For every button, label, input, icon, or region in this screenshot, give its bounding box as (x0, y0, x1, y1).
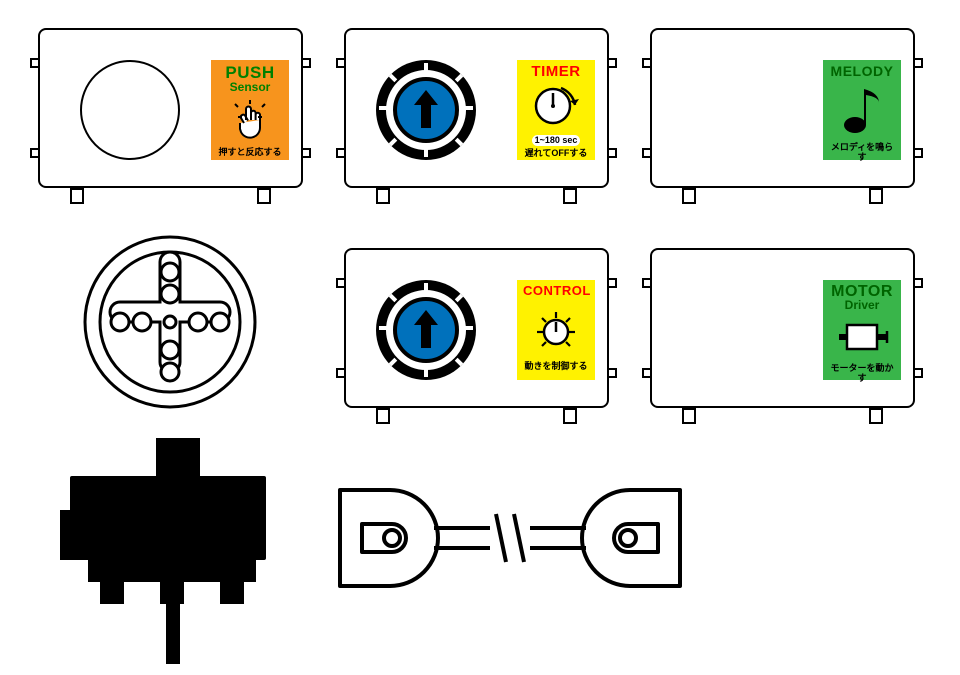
connector (303, 148, 311, 158)
connector (336, 148, 344, 158)
melody-jp: メロディを鳴らす (829, 143, 895, 162)
control-jp: 動きを制御する (523, 362, 589, 371)
bottom-tab (257, 188, 271, 204)
push-label-box: PUSH Sensor 押すと反応する (211, 60, 289, 160)
melody-title: MELODY (829, 64, 895, 79)
module-motor: MOTOR Driver モーターを動かす (650, 248, 915, 408)
hand-icon (230, 97, 270, 141)
bottom-tab (563, 408, 577, 424)
push-button (80, 60, 180, 160)
bottom-tab (869, 188, 883, 204)
connector (642, 278, 650, 288)
knob-icon (528, 300, 584, 356)
connector (915, 148, 923, 158)
connector (642, 148, 650, 158)
bottom-tab (70, 188, 84, 204)
control-title: CONTROL (523, 284, 589, 298)
motor-label-box: MOTOR Driver モーターを動かす (823, 280, 901, 380)
dial (376, 280, 476, 380)
push-jp: 押すと反応する (217, 148, 283, 157)
clock-icon (533, 82, 579, 126)
connector (915, 368, 923, 378)
arrow-up-icon (411, 88, 441, 132)
timer-label-box: TIMER 1~180 sec 遅れてOFFする (517, 60, 595, 160)
switch-component (60, 438, 294, 670)
module-melody: MELODY メロディを鳴らす (650, 28, 915, 188)
connector (609, 58, 617, 68)
bottom-tab (563, 188, 577, 204)
connector (642, 58, 650, 68)
dial (376, 60, 476, 160)
timer-title: TIMER (523, 64, 589, 80)
control-label-box: CONTROL 動きを制御する (517, 280, 595, 380)
connector (336, 368, 344, 378)
module-control: CONTROL 動きを制御する (344, 248, 609, 408)
connector (336, 278, 344, 288)
connector (609, 368, 617, 378)
melody-label-box: MELODY メロディを鳴らす (823, 60, 901, 160)
bottom-tab (682, 188, 696, 204)
connector (609, 148, 617, 158)
connector (915, 278, 923, 288)
music-note-icon (839, 83, 885, 137)
module-push-sensor: PUSH Sensor 押すと反応する (38, 28, 303, 188)
timer-jp: 遅れてOFFする (523, 149, 589, 158)
bottom-tab (682, 408, 696, 424)
push-sub: Sensor (217, 81, 283, 94)
connector (303, 58, 311, 68)
connector (609, 278, 617, 288)
connector-cable (330, 478, 690, 608)
connector (30, 148, 38, 158)
arrow-up-icon (411, 308, 441, 352)
module-timer: TIMER 1~180 sec 遅れてOFFする (344, 28, 609, 188)
motor-jp: モーターを動かす (829, 364, 895, 383)
bottom-tab (376, 408, 390, 424)
connector (336, 58, 344, 68)
bottom-tab (376, 188, 390, 204)
connector (915, 58, 923, 68)
timer-range: 1~180 sec (532, 135, 581, 146)
bottom-tab (869, 408, 883, 424)
connector (642, 368, 650, 378)
wheel-part (80, 232, 260, 412)
connector (30, 58, 38, 68)
motor-icon (833, 317, 891, 357)
